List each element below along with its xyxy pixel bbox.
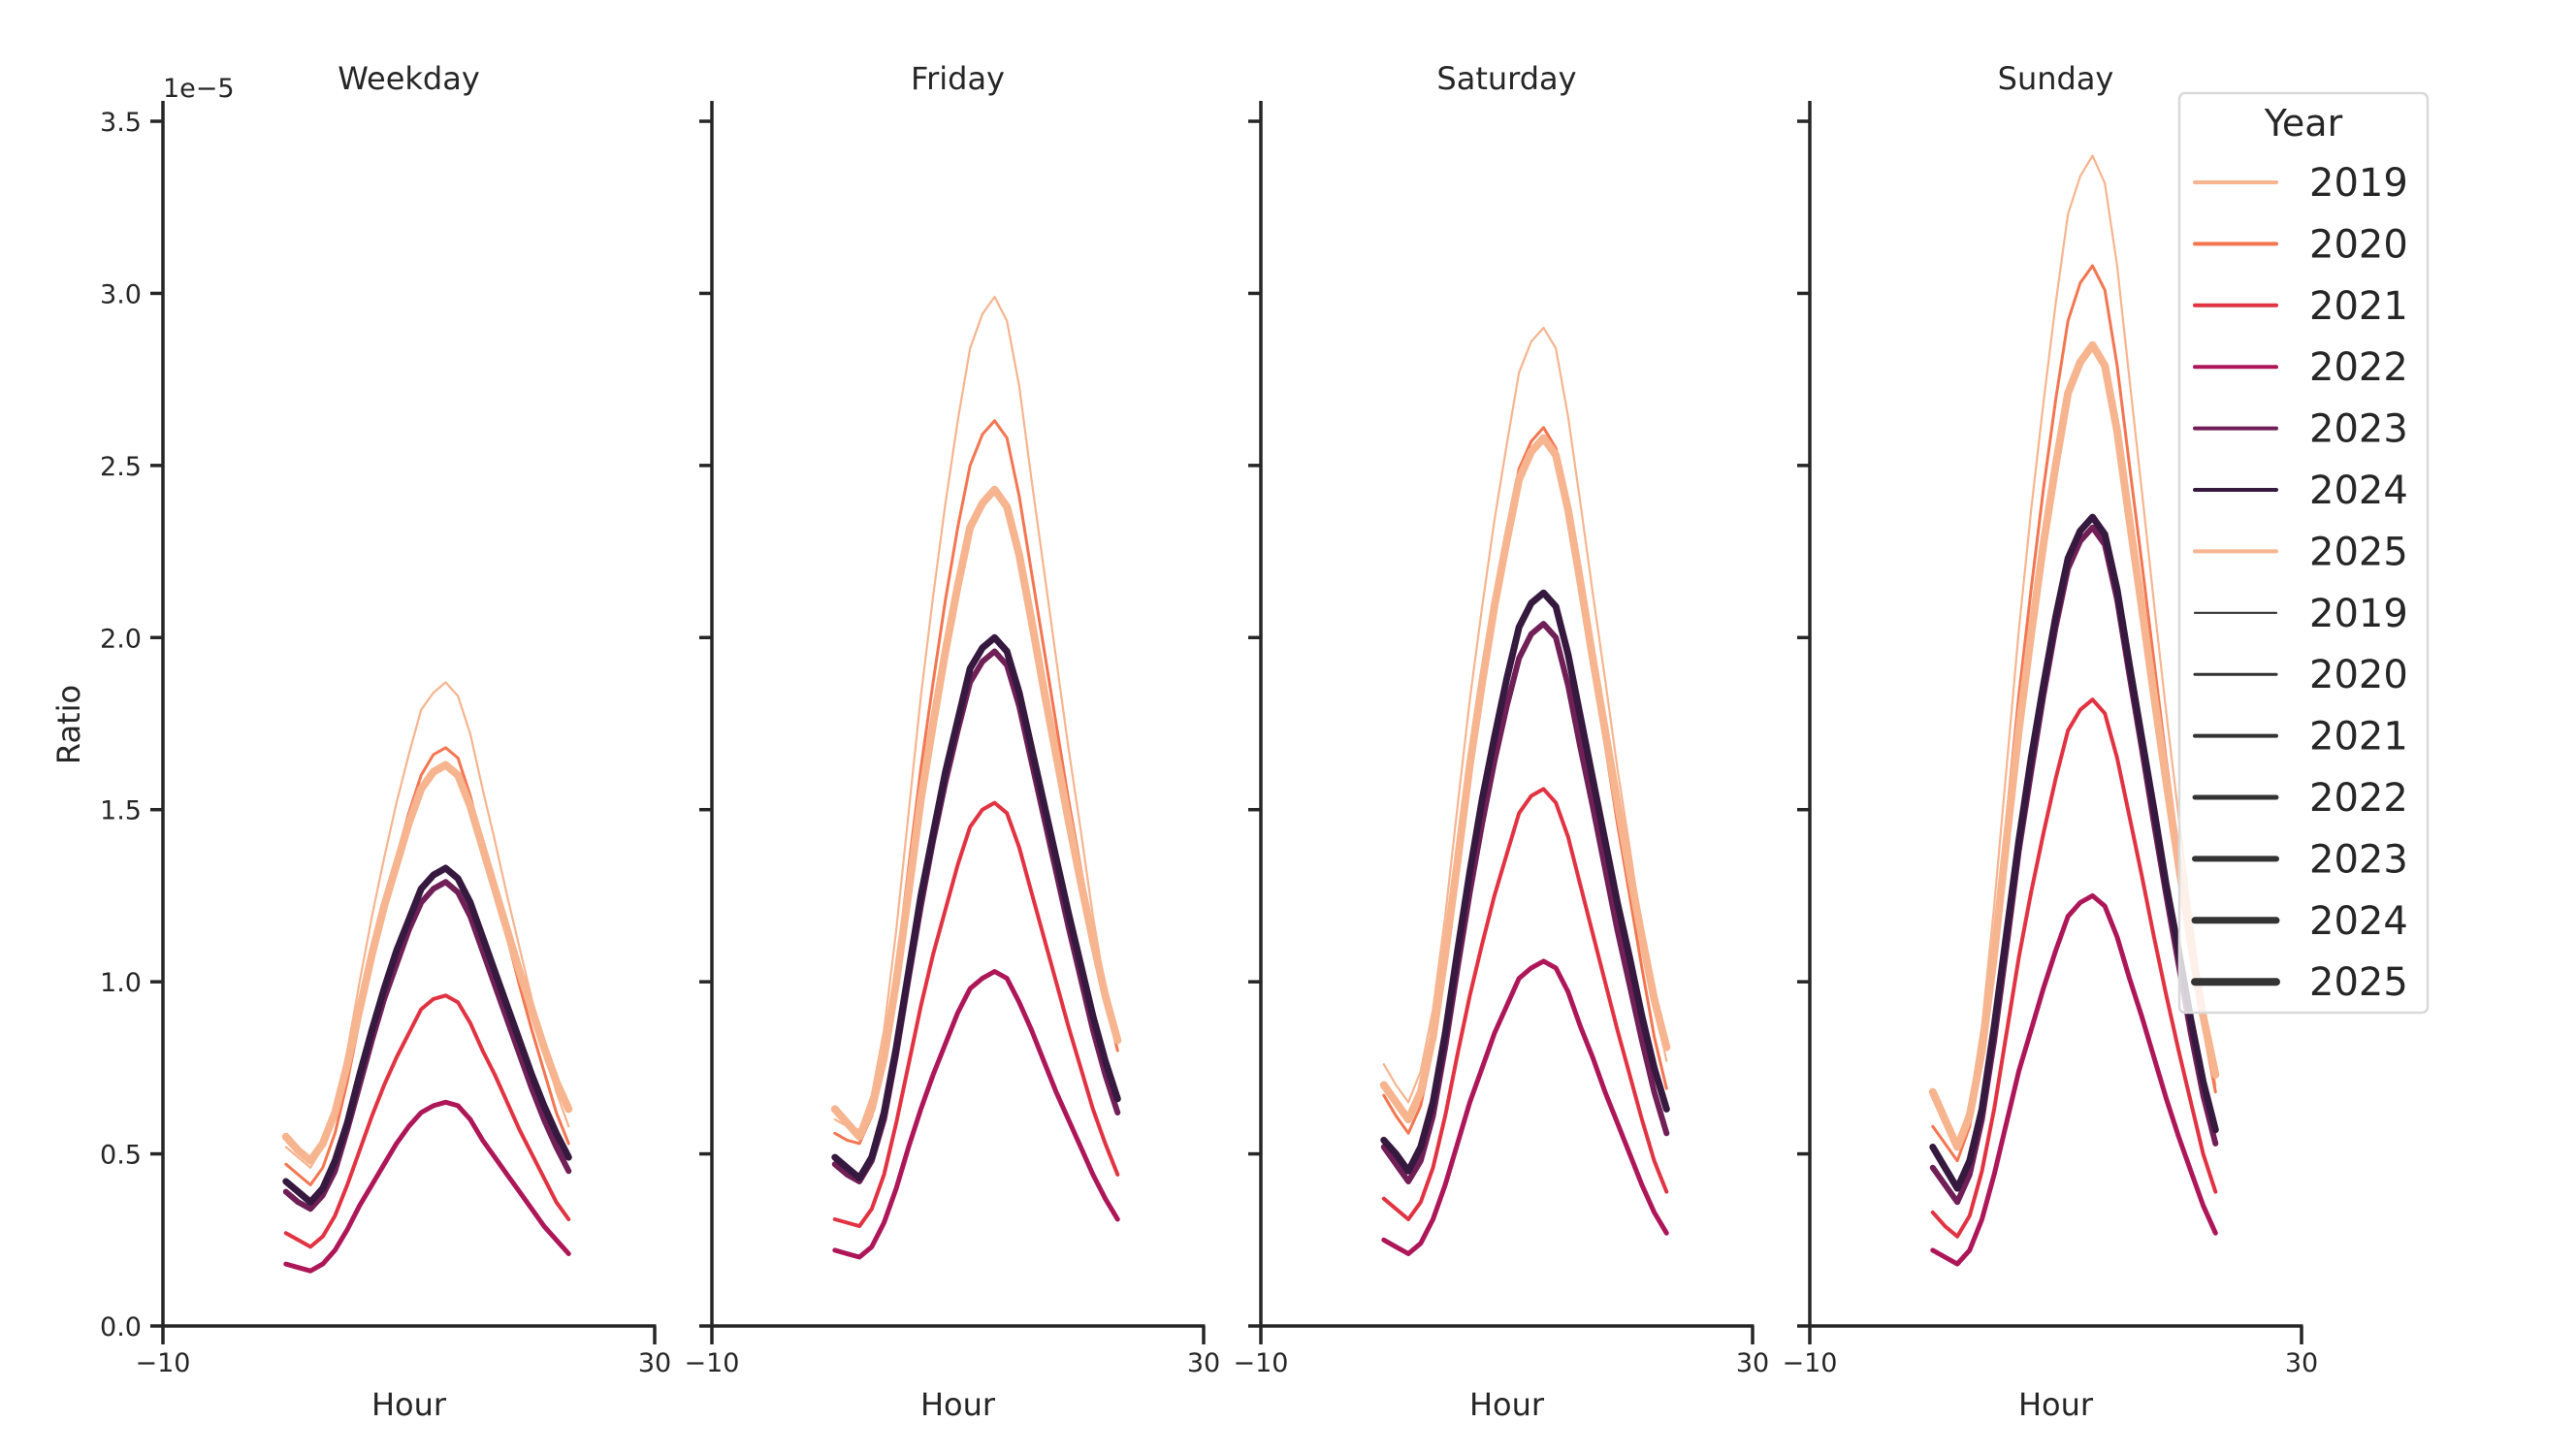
series-line-2022 [1381, 958, 1669, 1256]
series-line-2025 [281, 760, 573, 1165]
legend-item-hue-2024: 2024 [2193, 469, 2408, 513]
y-tick-label: 0.5 [100, 1141, 142, 1171]
x-tick-label: 30 [638, 1348, 671, 1378]
y-axis-label: Ratio [50, 685, 87, 764]
legend-label: 2025 [2309, 960, 2408, 1005]
series-line-2021 [1381, 787, 1669, 1221]
legend-label: 2025 [2309, 530, 2408, 574]
legend-label: 2024 [2309, 899, 2408, 944]
legend-label: 2022 [2309, 776, 2408, 821]
x-axis-label: Hour [920, 1386, 996, 1423]
legend-label: 2023 [2309, 407, 2408, 452]
series-line-2025 [830, 485, 1122, 1141]
series-lines [1379, 326, 1671, 1256]
panel-title: Sunday [1998, 60, 2114, 97]
legend-item-size-2024: 2024 [2191, 899, 2408, 944]
legend-item-size-2021: 2021 [2193, 715, 2408, 760]
series-lines [1928, 154, 2220, 1267]
series-lines [281, 681, 573, 1274]
panel-friday: Friday −10 30 Hour [685, 60, 1221, 1423]
legend-item-size-2025: 2025 [2191, 960, 2408, 1005]
series-line-2021 [832, 800, 1120, 1229]
legend-label: 2020 [2309, 653, 2408, 697]
series-line-2022 [283, 1099, 571, 1274]
x-tick-label: −10 [1783, 1348, 1838, 1378]
series-line-2020 [1382, 426, 1668, 1135]
legend-label: 2023 [2309, 837, 2408, 882]
legend-label: 2022 [2309, 345, 2408, 390]
legend-label: 2021 [2309, 715, 2408, 760]
legend-label: 2021 [2309, 284, 2408, 329]
series-line-2023 [282, 879, 572, 1212]
x-tick-label: −10 [1234, 1348, 1289, 1378]
series-line-2019 [833, 295, 1119, 1131]
x-axis-label: Hour [2018, 1386, 2094, 1423]
series-line-2023 [1380, 621, 1670, 1184]
legend-label: 2019 [2309, 592, 2408, 636]
panel-title: Saturday [1436, 60, 1576, 97]
x-tick-label: −10 [685, 1348, 740, 1378]
legend-frame [2177, 91, 2430, 1015]
series-line-2024 [831, 633, 1121, 1181]
y-tick-label: 1.5 [100, 796, 142, 826]
legend-item-hue-2019: 2019 [2193, 161, 2408, 206]
series-line-2022 [1930, 892, 2218, 1267]
series-line-2020 [284, 746, 570, 1186]
series-line-2024 [1380, 589, 1670, 1175]
x-tick-label: −10 [136, 1348, 191, 1378]
series-line-2024 [1929, 513, 2219, 1192]
legend-item-size-2019: 2019 [2193, 592, 2408, 636]
x-axis-label: Hour [371, 1386, 447, 1423]
y-tick-label: 0.0 [100, 1312, 142, 1342]
legend-item-size-2020: 2020 [2193, 653, 2408, 697]
legend-label: 2024 [2309, 469, 2408, 513]
x-tick-label: 30 [2285, 1348, 2318, 1378]
legend-label: 2019 [2309, 161, 2408, 206]
series-line-2020 [833, 419, 1119, 1146]
legend: Year 2019 2020 2021 2022 2023 2024 2025 2019 2020… [2177, 91, 2430, 1015]
series-line-2019 [284, 681, 570, 1169]
y-tick-label: 3.0 [100, 279, 142, 309]
legend-title: Year [2264, 102, 2343, 145]
legend-item-hue-2020: 2020 [2193, 222, 2408, 267]
y-tick-label: 2.0 [100, 624, 142, 654]
series-line-2024 [282, 864, 572, 1206]
panel-sunday: Sunday −10 30 Hour [1783, 60, 2319, 1423]
panel-title: Friday [911, 60, 1005, 97]
panel-weekday: Weekday 0.0 0.5 1.0 1.5 2.0 2.5 3.0 3.5 −10 30 Hour [100, 60, 671, 1423]
panel-title: Weekday [338, 60, 480, 97]
legend-item-hue-2025: 2025 [2193, 530, 2408, 574]
y-tick-label: 2.5 [100, 452, 142, 482]
series-line-2019 [1382, 326, 1668, 1104]
series-line-2021 [1930, 697, 2218, 1239]
legend-item-size-2023: 2023 [2192, 837, 2408, 882]
series-line-2021 [283, 993, 571, 1249]
legend-label: 2020 [2309, 222, 2408, 267]
legend-item-hue-2022: 2022 [2193, 345, 2408, 390]
legend-item-hue-2021: 2021 [2193, 284, 2408, 329]
x-axis-label: Hour [1469, 1386, 1545, 1423]
y-offset-label: 1e−5 [163, 74, 235, 104]
panel-saturday: Saturday −10 30 Hour [1234, 60, 1770, 1423]
series-line-2025 [1379, 434, 1671, 1124]
y-tick-label: 3.5 [100, 108, 142, 138]
series-line-2025 [1928, 340, 2220, 1151]
legend-item-hue-2023: 2023 [2193, 407, 2408, 452]
legend-item-size-2022: 2022 [2192, 776, 2408, 821]
x-tick-label: 30 [1736, 1348, 1769, 1378]
y-tick-label: 1.0 [100, 968, 142, 998]
series-lines [830, 295, 1122, 1260]
x-tick-label: 30 [1187, 1348, 1220, 1378]
series-line-2022 [832, 969, 1120, 1260]
